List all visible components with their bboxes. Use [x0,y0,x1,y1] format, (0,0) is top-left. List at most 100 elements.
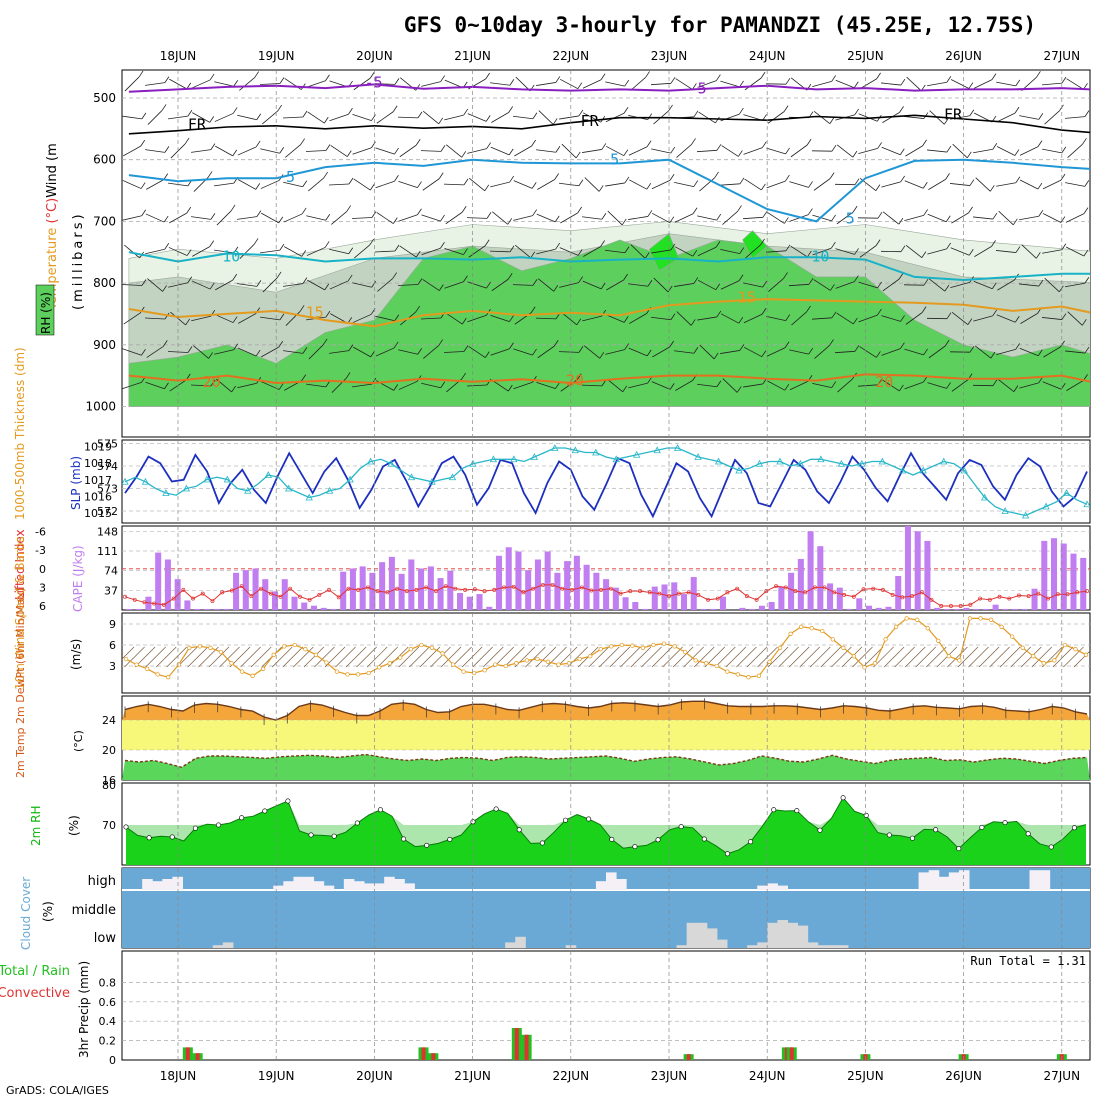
wind-barb [353,178,371,191]
li-marker [628,589,633,594]
wind-barb-flag [785,244,791,252]
wind-barb-flag [509,315,514,322]
wind-marker [830,637,835,642]
contour-plus20 [128,373,1090,385]
wind-barb [813,178,831,191]
cape-bar [914,531,921,610]
wind-barb-flag [322,338,328,346]
wind-barb-flag [921,251,927,258]
wind-barb-flag [324,283,330,291]
surface-barb [409,646,430,668]
cape-bar [457,592,464,610]
thickness-marker [899,466,907,474]
wind-barb [124,76,140,92]
wind-barb-flag [184,137,190,145]
wind-barb-flag [253,238,259,245]
li-marker [249,594,254,599]
wind-barb-flag [532,348,537,356]
wind-barb-flag [943,118,949,125]
li-marker [706,597,710,602]
wind-marker [609,644,614,649]
cloud-high-bar [142,879,153,890]
wind-barb-flag [1060,216,1066,223]
ytick-temp-16: 16 [102,774,116,787]
wind-barb-flag [646,349,652,357]
wind-barb-flag [716,213,722,221]
li-marker [812,585,817,590]
contour-label: 10 [811,248,829,266]
wind-marker [862,665,867,670]
wind-barb [882,278,900,292]
cloud-high-bar [364,883,375,890]
wind-barb [168,282,188,288]
cloud-high-bar [404,883,415,890]
wind-barb-flag [438,339,443,346]
wind-barb-flag [348,247,354,254]
wind-barb-flag [507,218,513,225]
wind-barb-flag [256,280,262,287]
wind-barb [561,143,577,159]
wind-barb-flag [921,306,927,313]
wind-barb-flag [690,319,696,326]
cape-bar [408,559,415,610]
wind-barb-flag [346,150,352,157]
wind-barb [422,279,440,291]
thickness-marker [571,446,579,454]
li-marker [142,600,147,605]
wind-barb [1065,350,1085,354]
rh2m-marker [632,844,638,850]
cape-bar [1012,608,1019,610]
wind-barb-flag [946,242,951,250]
wind-barb-flag [922,182,928,189]
wind-marker [672,644,677,649]
wind-barb [857,384,879,387]
wind-marker [218,649,224,655]
temp-line [124,700,1088,721]
wind-barb [905,245,923,258]
wind-barb [581,384,603,387]
cape-bar [515,551,522,610]
cape-bar [632,602,639,610]
surface-barb [377,646,398,668]
wind-barb [191,79,211,89]
wind-barb [285,144,301,158]
cape-plot [122,526,1090,610]
wind-barb-flag [255,349,261,357]
rh2m-marker [817,827,823,833]
li-marker [890,592,895,597]
wind-marker [461,669,466,674]
wind-barb-flag [1038,279,1044,287]
rh2m-marker [863,812,869,818]
wind-barb [1066,78,1084,90]
cloud-high-bar [958,870,970,890]
surface-barb [482,646,504,668]
cape-bar [262,579,269,610]
thickness-marker [878,457,886,465]
wind-barb-flag [187,109,193,117]
wind-barb-flag [164,76,170,83]
wind-barb-flag [348,108,353,115]
cloud-high-bar [606,872,617,890]
wind-barb-flag [714,171,719,179]
wind-barb-flag [693,346,699,354]
wind-marker [345,672,350,677]
wind-barb-flag [532,209,538,216]
thickness-marker [1021,511,1030,519]
date-bottom-27JUN: 27JUN [1044,1069,1081,1083]
wind-barb-flag [371,114,376,121]
thickness-marker [592,448,600,456]
wind-barb-flag [853,81,859,88]
wind-barb [813,279,831,291]
li-marker [327,587,332,592]
wind-barb-flag [737,205,742,212]
wind-barb [146,179,164,190]
wind-barb-flag [325,310,331,318]
wind-barb-flag [576,373,582,380]
ytick-pressure-700: 700 [93,214,116,228]
ytick-wind-9: 9 [109,618,116,631]
cape-bar [155,552,162,610]
wind-marker [419,642,424,648]
thickness-marker [1062,489,1071,496]
thickness-marker [817,455,825,463]
wind-barb-flag [693,277,699,284]
